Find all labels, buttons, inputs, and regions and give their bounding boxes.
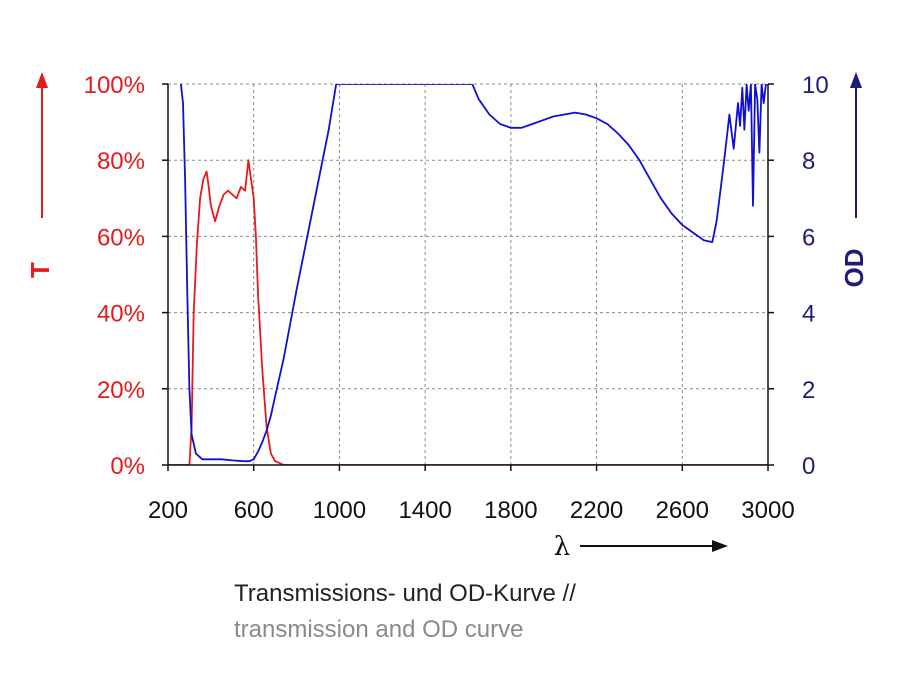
y-right-tick-label: 8 (802, 148, 815, 175)
od-axis-indicator: OD (839, 72, 869, 288)
x-axis-label: λ (554, 532, 570, 562)
axes (162, 83, 774, 471)
x-tick-label: 600 (234, 497, 274, 524)
y-right-tick-label: 0 (802, 453, 815, 480)
y-right-tick-label: 4 (802, 301, 815, 328)
y-left-tick-label: 80% (97, 148, 145, 175)
t-axis-indicator: T (25, 72, 55, 278)
series-layer (168, 84, 768, 465)
x-axis-arrow-head (712, 540, 728, 552)
t-axis-arrow-head (36, 72, 48, 88)
y-left-tick-label: 60% (97, 224, 145, 251)
x-tick-label: 2200 (570, 497, 623, 524)
y-right-tick-label: 10 (802, 72, 829, 99)
y-right-label: OD (839, 249, 869, 288)
x-tick-label: 1000 (313, 497, 366, 524)
y-right-tick-label: 2 (802, 377, 815, 404)
y-left-tick-label: 100% (84, 72, 145, 99)
y-right-tick-label: 6 (802, 224, 815, 251)
x-tick-label: 2600 (656, 497, 709, 524)
series-line-od (180, 84, 768, 463)
caption-german: Transmissions- und OD-Kurve // (234, 580, 576, 607)
tick-labels: 200 600 1000 1400 1800 2200 2600 30000%20%40%60… (84, 72, 829, 524)
y-left-tick-label: 0% (110, 453, 145, 480)
y-left-tick-label: 40% (97, 301, 145, 328)
od-axis-arrow-head (850, 72, 862, 88)
x-tick-label: 1400 (398, 497, 451, 524)
y-left-label: T (25, 262, 55, 278)
caption-english: transmission and OD curve (234, 616, 524, 643)
x-axis-indicator: λ (554, 532, 728, 562)
x-tick-label: 1800 (484, 497, 537, 524)
series-line-transmission (168, 159, 768, 465)
grid-lines (168, 83, 769, 465)
x-tick-label: 200 (148, 497, 188, 524)
x-tick-label: 3000 (741, 497, 794, 524)
y-left-tick-label: 20% (97, 377, 145, 404)
